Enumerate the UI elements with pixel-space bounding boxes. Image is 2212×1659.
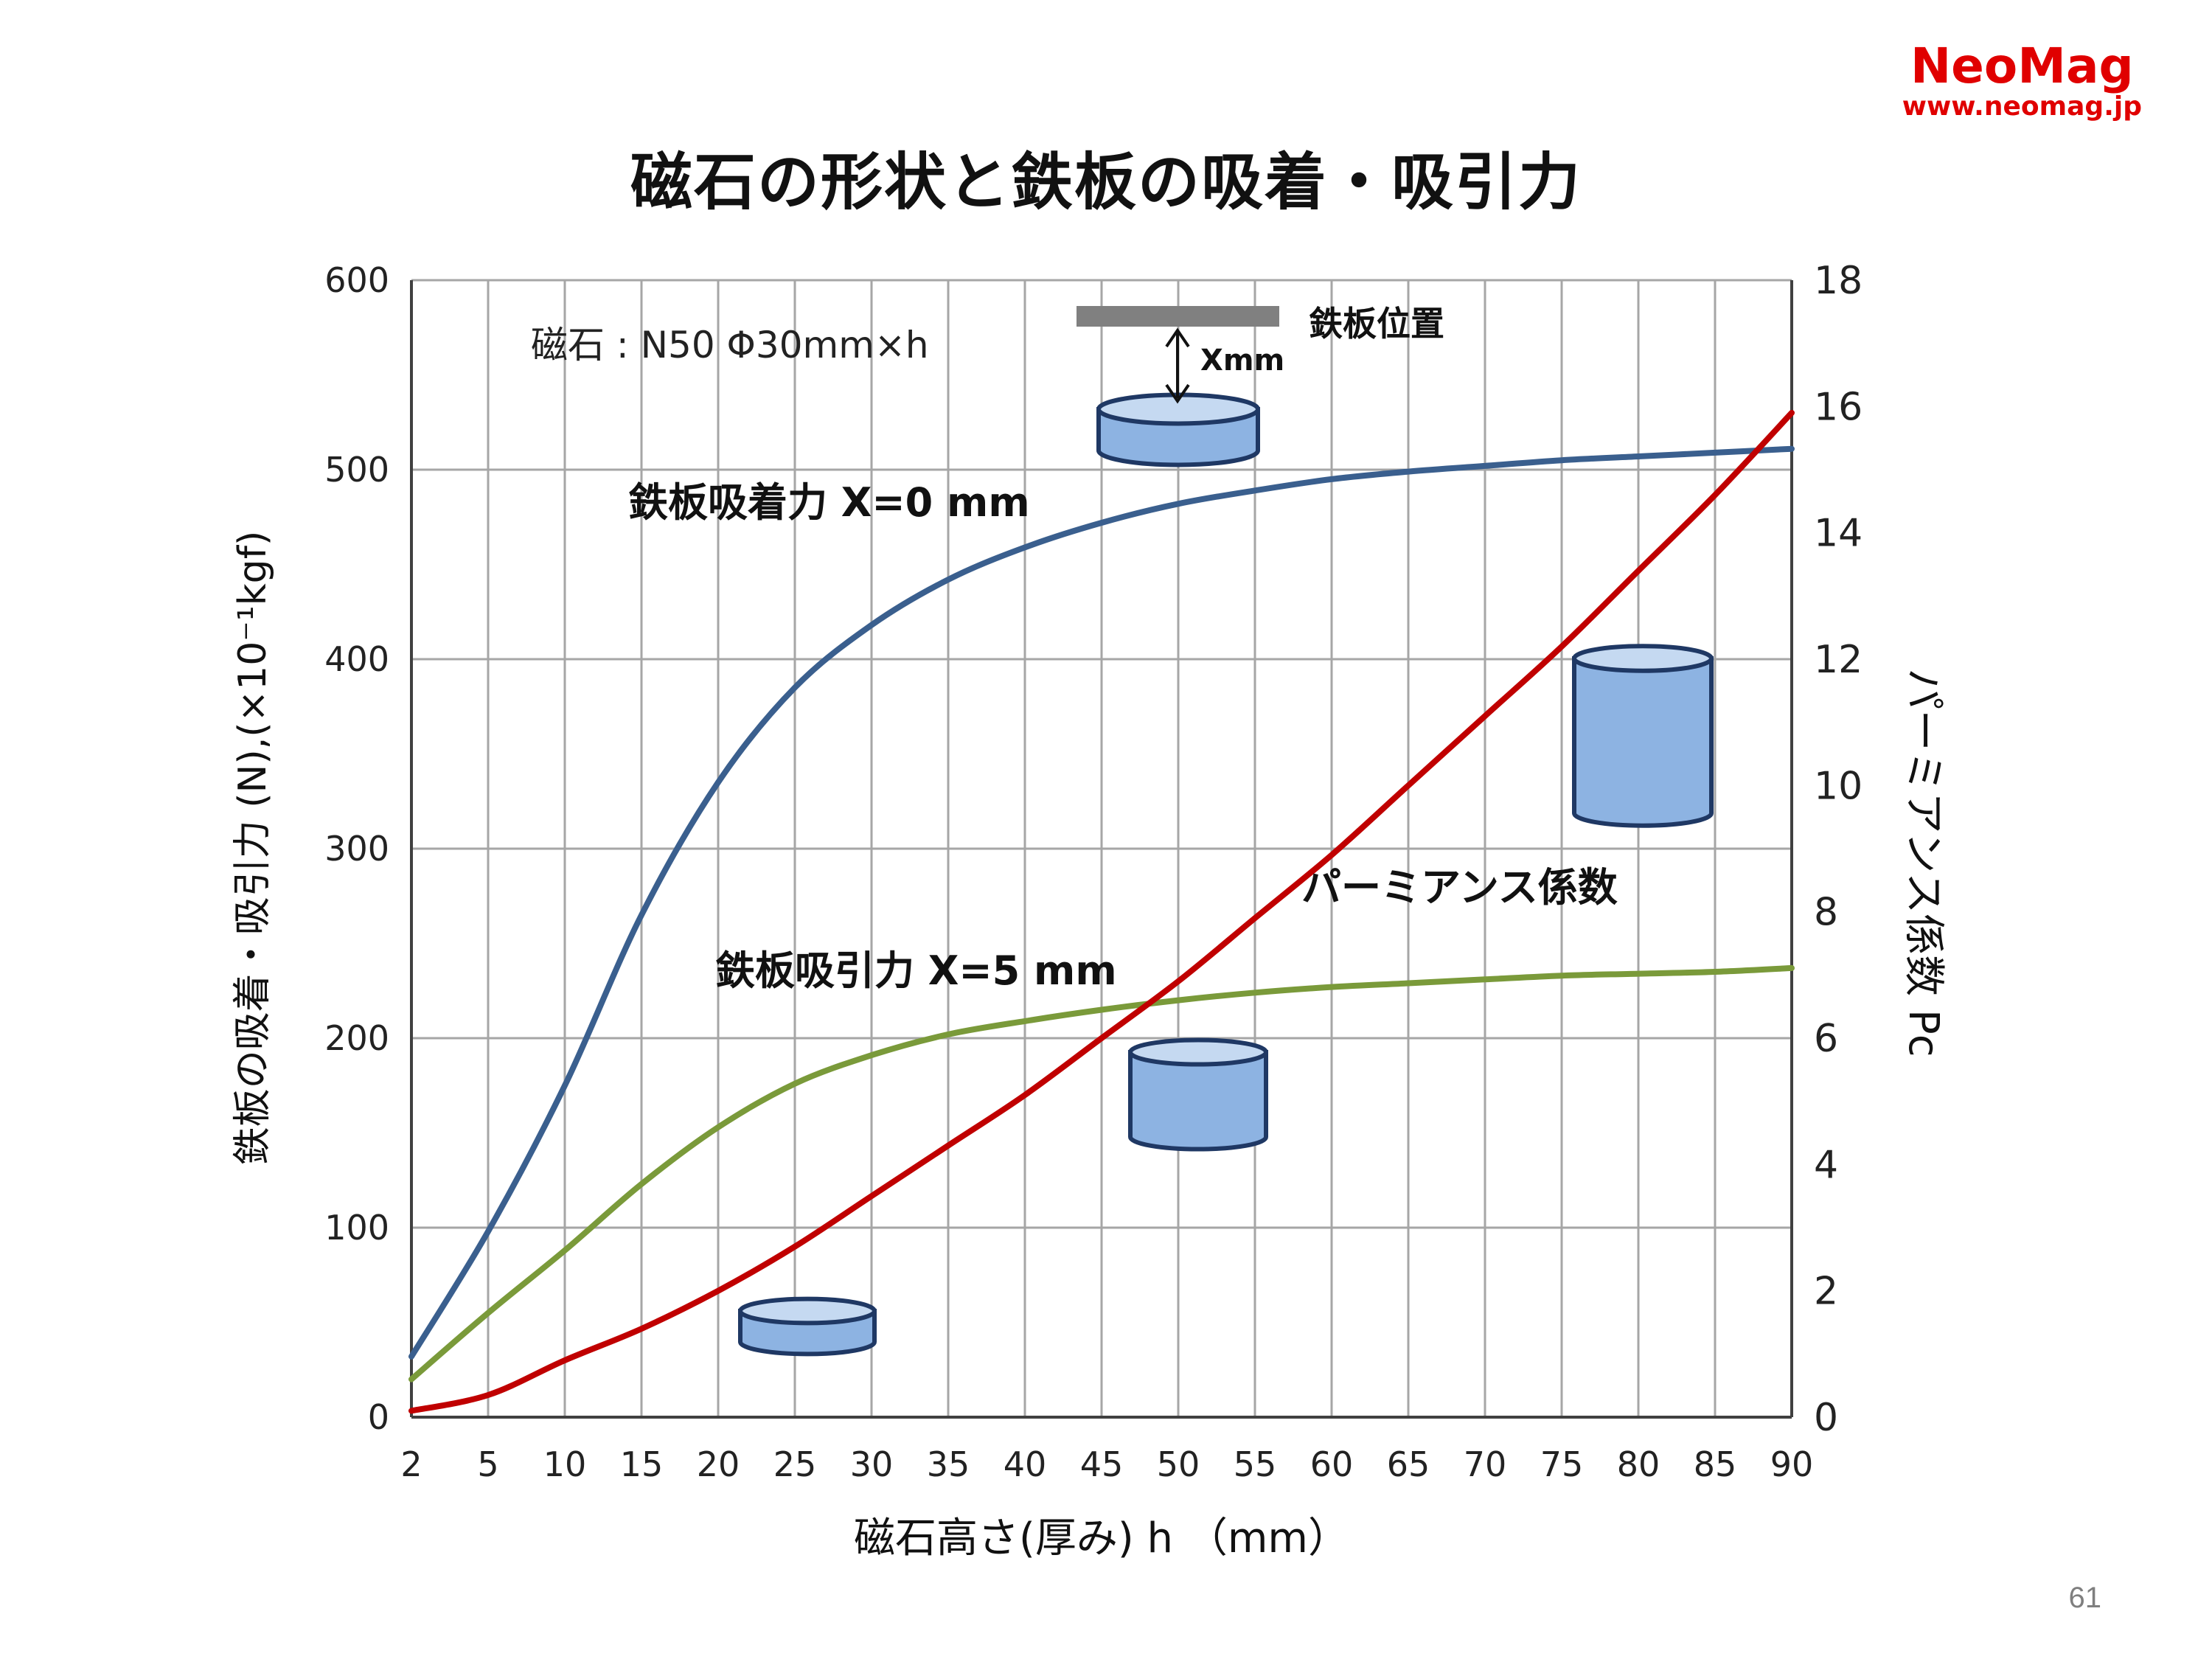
x-tick-label: 15 bbox=[620, 1444, 664, 1484]
magnet-spec-label: 磁石 : N50 Φ30mm×h bbox=[531, 324, 929, 366]
x-tick-label: 65 bbox=[1387, 1444, 1430, 1484]
magnet-icon-tall bbox=[1572, 644, 1714, 828]
tick-labels: 2 5 10 15 20 25 30 35 40 45 50 55 60 65 70 75 80 85 900100… bbox=[324, 259, 1863, 1484]
y-tick-label: 100 bbox=[324, 1208, 389, 1248]
axis-labels: 磁石高さ(厚み) h （mm） 鉄板の吸着・吸引力 (N),(×10⁻¹kgf) パ… bbox=[231, 531, 1947, 1562]
y2-tick-label: 14 bbox=[1814, 512, 1863, 556]
y2-tick-label: 16 bbox=[1814, 385, 1863, 429]
x-tick-label: 60 bbox=[1310, 1444, 1354, 1484]
y2-tick-label: 4 bbox=[1814, 1143, 1838, 1187]
series-line-1 bbox=[408, 964, 1795, 1382]
x-tick-label: 70 bbox=[1464, 1444, 1507, 1484]
x-tick-label: 10 bbox=[543, 1444, 587, 1484]
y-tick-label: 600 bbox=[324, 260, 389, 300]
y2-axis-label: パーミアンス係数 Pc bbox=[1899, 669, 1947, 1057]
brand-url: www.neomag.jp bbox=[1902, 91, 2142, 122]
magnet-icon-reference bbox=[1096, 392, 1260, 467]
series-line-0 bbox=[408, 445, 1795, 1360]
x-tick-label: 90 bbox=[1770, 1444, 1814, 1484]
y2-tick-label: 0 bbox=[1814, 1396, 1838, 1440]
y2-tick-label: 2 bbox=[1814, 1270, 1838, 1314]
slide-title: 磁石の形状と鉄板の吸着・吸引力 bbox=[630, 146, 1582, 218]
brand-name: NeoMag bbox=[1910, 38, 2134, 94]
y-axis-label: 鉄板の吸着・吸引力 (N),(×10⁻¹kgf) bbox=[231, 531, 275, 1166]
magnet-icon-thin bbox=[738, 1296, 877, 1357]
x-axis-label: 磁石高さ(厚み) h （mm） bbox=[854, 1514, 1349, 1562]
y-tick-label: 500 bbox=[324, 450, 389, 490]
gap-arrow-head-up bbox=[1165, 327, 1190, 348]
x-tick-label: 55 bbox=[1234, 1444, 1277, 1484]
annotations: 鉄板位置 Xmm 磁石 : N50 Φ30mm×h 鉄板吸着力 X=0 mm 鉄板吸引力… bbox=[531, 304, 1618, 994]
magnet-top bbox=[1128, 1037, 1268, 1067]
y2-tick-label: 6 bbox=[1814, 1017, 1838, 1061]
y-tick-label: 400 bbox=[324, 639, 389, 679]
x-tick-label: 80 bbox=[1617, 1444, 1660, 1484]
magnet-illustrations bbox=[738, 392, 1714, 1357]
magnet-body bbox=[1128, 1050, 1268, 1152]
x-tick-label: 35 bbox=[927, 1444, 970, 1484]
y2-tick-label: 12 bbox=[1814, 638, 1863, 682]
x-tick-label: 75 bbox=[1540, 1444, 1584, 1484]
series-label-pc: パーミアンス係数 bbox=[1301, 864, 1618, 911]
brand-logo: NeoMag www.neomag.jp bbox=[1902, 41, 2142, 122]
x-tick-label: 5 bbox=[477, 1444, 498, 1484]
y-tick-label: 200 bbox=[324, 1018, 389, 1058]
series-label-x5: 鉄板吸引力 X=5 mm bbox=[715, 947, 1117, 994]
y2-tick-label: 18 bbox=[1814, 259, 1863, 303]
y-tick-label: 0 bbox=[368, 1397, 389, 1437]
series-label-x0: 鉄板吸着力 X=0 mm bbox=[628, 479, 1030, 526]
gap-arrow-head-down bbox=[1165, 383, 1190, 404]
x-tick-label: 50 bbox=[1157, 1444, 1200, 1484]
axes bbox=[410, 280, 1793, 1419]
y2-tick-label: 10 bbox=[1814, 764, 1863, 808]
x-tick-label: 25 bbox=[773, 1444, 817, 1484]
steel-plate bbox=[1077, 306, 1279, 327]
magnet-top bbox=[738, 1296, 877, 1326]
y-tick-label: 300 bbox=[324, 829, 389, 869]
series-lines bbox=[408, 409, 1795, 1414]
gap-label: Xmm bbox=[1200, 344, 1284, 378]
x-tick-label: 45 bbox=[1080, 1444, 1124, 1484]
series-line-2 bbox=[408, 409, 1795, 1414]
magnet-top bbox=[1572, 644, 1714, 673]
page-number: 61 bbox=[2068, 1582, 2102, 1614]
magnet-icon-medium bbox=[1128, 1037, 1268, 1152]
y2-tick-label: 8 bbox=[1814, 891, 1838, 935]
x-tick-label: 2 bbox=[400, 1444, 422, 1484]
magnet-body bbox=[1572, 656, 1714, 828]
x-tick-label: 30 bbox=[850, 1444, 894, 1484]
x-tick-label: 20 bbox=[697, 1444, 740, 1484]
x-tick-label: 85 bbox=[1694, 1444, 1737, 1484]
plate-label: 鉄板位置 bbox=[1309, 304, 1444, 344]
x-tick-label: 40 bbox=[1004, 1444, 1047, 1484]
